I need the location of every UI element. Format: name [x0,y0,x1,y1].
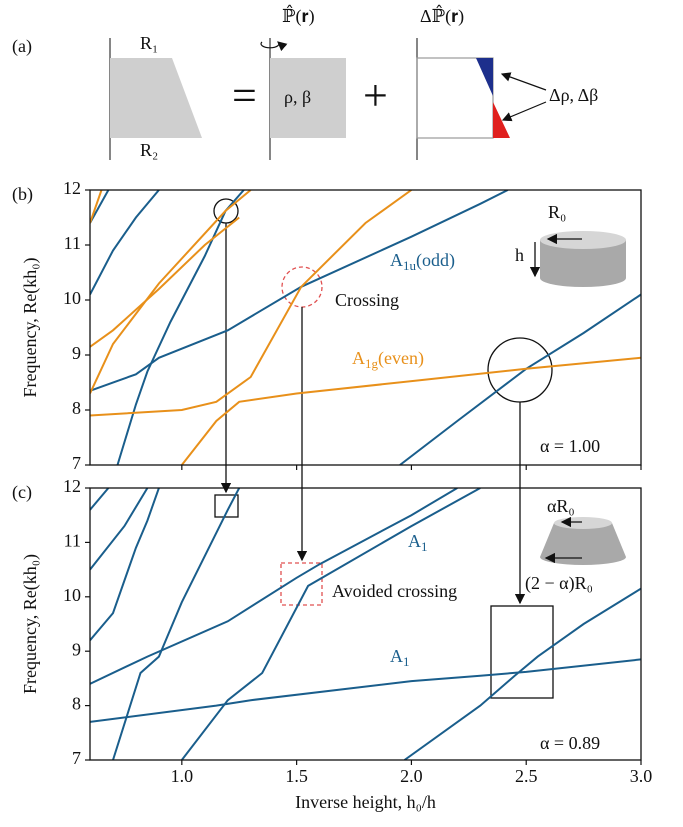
annotation: αR₀ [547,496,575,516]
curve [118,190,244,465]
cone-top [554,517,612,529]
y-tick-label: 12 [63,178,81,198]
annotation: Avoided crossing [332,581,457,601]
annotation-subscript: 1g [365,356,379,371]
y-axis-label: Frequency, Re(kh₀) [20,554,41,694]
annotation: R₀ [548,202,566,222]
annotation-text: (2 − α)R₀ [525,573,593,594]
cone-body [540,523,626,565]
plot-frame [90,190,641,465]
annotation: α = 0.89 [540,733,600,753]
annotation: A1 [408,531,428,554]
annotation-text: A [390,646,403,666]
y-tick-label: 7 [72,748,81,768]
curve [90,488,159,640]
panel-label: (c) [12,482,32,503]
operator-label: ℙ̂(𝐫) [282,3,315,27]
y-tick-label: 8 [72,694,81,714]
blue-wedge [476,58,493,96]
y-tick-label: 11 [64,233,81,253]
cylinder-top [540,231,626,249]
y-tick-label: 9 [72,343,81,363]
annotation-text: αR₀ [547,496,575,516]
annotation: A1u(odd) [390,250,455,273]
panel-label: (a) [12,36,32,57]
rho-beta: ρ, β [284,87,311,107]
annotation: α = 1.00 [540,436,600,456]
annotation-text: h [515,245,524,265]
y-tick-label: 10 [63,585,81,605]
y-tick-label: 11 [64,531,81,551]
plus: + [363,71,388,120]
inset-cylinder [535,231,626,287]
annotation-text: A [390,250,403,270]
y-tick-label: 8 [72,398,81,418]
annotation: A1 [390,646,410,669]
inset-cone [540,517,626,565]
annotation-suffix: (odd) [416,250,455,271]
y-tick-label: 10 [63,288,81,308]
highlight-markers [214,199,553,698]
trapezoid [110,58,202,138]
y-tick-label: 9 [72,639,81,659]
curve [182,488,481,760]
annotation: A1g(even) [352,348,424,371]
annotation-text: α = 1.00 [540,436,600,456]
annotation-text: A [408,531,421,551]
annotation: (2 − α)R₀ [525,573,593,594]
annotation-subscript: 1 [403,654,410,669]
annotation-suffix: (even) [378,348,424,369]
annotation-text: α = 0.89 [540,733,600,753]
y-tick-label: 7 [72,453,81,473]
annotation-text: Avoided crossing [332,581,457,601]
red-wedge [493,102,510,138]
annotation: Crossing [335,290,399,310]
x-tick-label: 2.0 [400,766,423,786]
annotation-text: Crossing [335,290,399,310]
annotation: h [515,245,524,265]
arrow [503,102,546,120]
x-tick-label: 2.5 [515,766,538,786]
figure: (a) R₁ R₂ = ℙ̂(𝐫) ρ, β + Δℙ̂(𝐫) Δρ, Δβ [0,0,683,827]
equals: = [232,71,257,120]
annotation-subscript: 1u [403,258,417,273]
x-tick-label: 3.0 [630,766,653,786]
curve [90,218,239,347]
curve [405,589,642,760]
curve [90,659,641,722]
x-tick-label: 1.0 [171,766,194,786]
schematic: (a) R₁ R₂ = ℙ̂(𝐫) ρ, β + Δℙ̂(𝐫) Δρ, Δβ [12,3,598,160]
panel-label: (b) [12,184,33,205]
delta-operator-label: Δℙ̂(𝐫) [420,3,464,27]
r2-label: R₂ [140,140,158,160]
r1-label: R₁ [140,33,158,53]
y-tick-label: 12 [63,476,81,496]
delta-rho-beta: Δρ, Δβ [549,85,598,105]
x-axis-label: Inverse height, h₀/h [295,792,436,812]
annotation-text: A [352,348,365,368]
y-axis-label: Frequency, Re(kh₀) [20,257,41,397]
annotation-subscript: 1 [421,539,428,554]
arrow [502,74,546,90]
curve [90,488,108,510]
x-tick-label: 1.5 [285,766,308,786]
annotation-text: R₀ [548,202,566,222]
